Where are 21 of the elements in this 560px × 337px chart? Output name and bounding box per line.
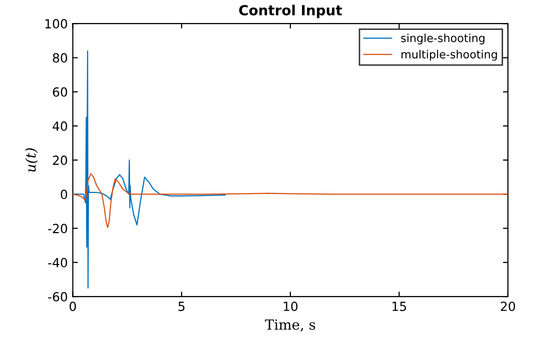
y-tick-label: -20 (48, 224, 68, 234)
y-tick-label: 0 (60, 190, 68, 200)
y-tick-label: -60 (48, 292, 68, 302)
x-tick-label: 20 (500, 302, 516, 312)
y-tick-label: 80 (52, 53, 68, 63)
line-series (72, 50, 226, 289)
y-tick-label: -40 (48, 258, 68, 268)
legend-label: multiple-shooting (402, 50, 497, 61)
y-tick-label: 60 (52, 87, 68, 97)
legend-label: single-shooting (401, 34, 484, 44)
x-axis-title: Time, s (264, 319, 316, 332)
chart-title: Control Input (239, 4, 342, 18)
y-tick-label: 100 (45, 19, 68, 29)
y-tick-label: 20 (52, 156, 68, 165)
x-tick-label: 5 (178, 302, 184, 312)
x-tick-label: 15 (392, 302, 406, 312)
line-series (72, 173, 508, 228)
x-tick-label: 0 (70, 302, 76, 312)
x-tick-label: 10 (284, 302, 298, 312)
y-tick-label: 40 (52, 121, 68, 131)
y-axis-title: u(t) (25, 148, 38, 172)
